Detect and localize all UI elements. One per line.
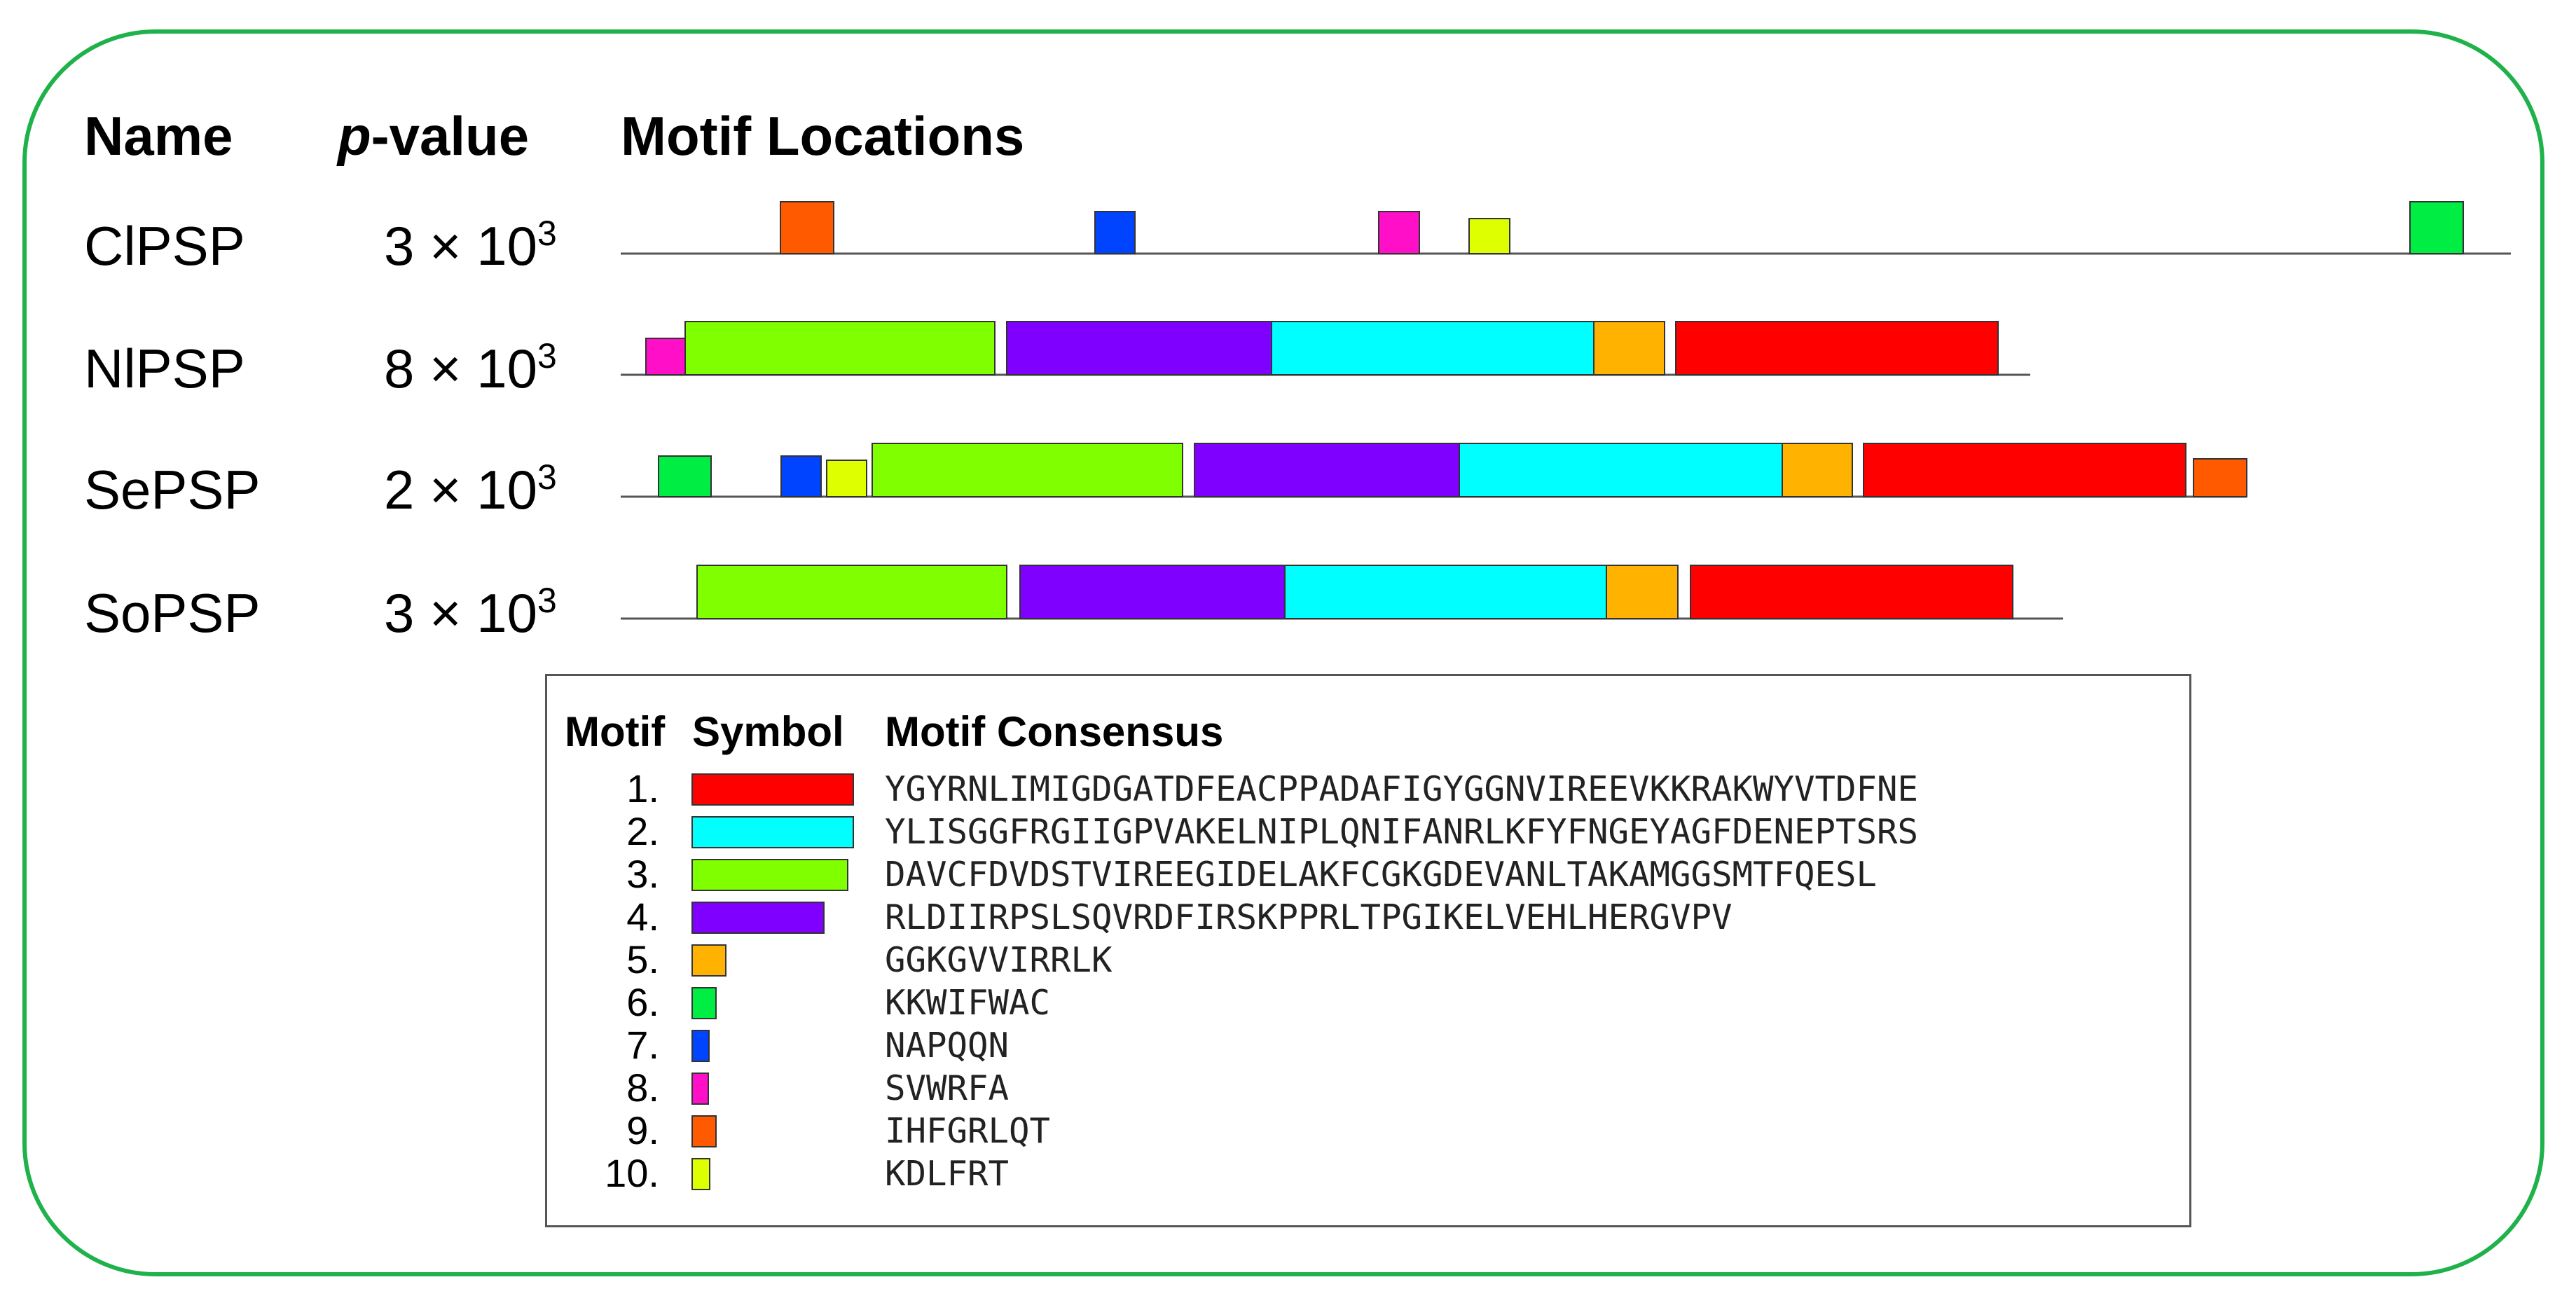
sequence-name-nlpsp: NlPSP <box>84 338 245 399</box>
legend-motif-consensus: SVWRFA <box>885 1068 1010 1108</box>
motif-5-block-nlpsp <box>1593 321 1665 375</box>
legend-motif-number: 3. <box>626 852 659 896</box>
legend-motif-number: 10. <box>605 1151 659 1195</box>
p-value-nlpsp-mantissa: 8 × 10 <box>384 338 538 399</box>
motif-9-block-sepsp <box>2193 458 2247 497</box>
motif-7-block-clpsp <box>1094 211 1136 254</box>
legend-motif-symbol <box>691 1115 717 1147</box>
p-value-sepsp-exponent: 3 <box>537 457 557 497</box>
legend-motif-number: 8. <box>626 1066 659 1110</box>
legend-motif-consensus: RLDIIRPSLSQVRDFIRSKPPRLTPGIKELVEHLHERGVP… <box>885 897 1733 937</box>
legend-motif-number: 5. <box>626 937 659 981</box>
legend-motif-symbol <box>691 1158 710 1190</box>
motif-2-block-sepsp <box>1459 443 1783 497</box>
motif-legend: Motif Symbol Motif Consensus 1. YGYRNLIMI… <box>545 674 2191 1227</box>
motif-5-block-sopsp <box>1606 565 1679 619</box>
p-value-clpsp-mantissa: 3 × 10 <box>384 215 538 277</box>
legend-motif-consensus: KDLFRT <box>885 1154 1010 1194</box>
motif-4-block-sepsp <box>1194 443 1460 497</box>
legend-motif-consensus: IHFGRLQT <box>885 1111 1051 1151</box>
motif-10-block-sepsp <box>826 460 867 497</box>
sequence-name-sepsp: SePSP <box>84 459 261 520</box>
header-p-rest: -value <box>371 105 530 167</box>
motif-7-block-sepsp <box>780 455 822 497</box>
legend-motif-consensus: YLISGGFRGIIGPVAKELNIPLQNIFANRLKFYFNGEYAG… <box>885 812 1919 852</box>
motif-1-block-sopsp <box>1690 565 2013 619</box>
legend-header-motif: Motif <box>565 708 666 755</box>
p-value-nlpsp: 8 × 103 <box>384 338 557 399</box>
legend-motif-consensus: KKWIFWAC <box>885 983 1051 1023</box>
motif-3-block-sopsp <box>696 565 1007 619</box>
legend-motif-consensus: YGYRNLIMIGDGATDFEACPPADAFIGYGGNVIREEVKKR… <box>885 769 1919 809</box>
legend-header-symbol: Symbol <box>692 708 844 755</box>
legend-motif-consensus: GGKGVVIRRLK <box>885 940 1113 980</box>
legend-motif-number: 9. <box>626 1108 659 1152</box>
motif-6-block-sepsp <box>658 455 712 497</box>
motif-3-block-nlpsp <box>684 321 996 375</box>
legend-motif-symbol <box>691 1073 709 1105</box>
legend-motif-symbol <box>691 987 717 1019</box>
legend-motif-symbol <box>691 859 848 891</box>
legend-motif-number: 1. <box>626 766 659 811</box>
legend-motif-symbol <box>691 773 854 806</box>
motif-4-block-nlpsp <box>1006 321 1272 375</box>
p-value-sopsp-exponent: 3 <box>537 581 557 620</box>
header-motif-locations: Motif Locations <box>621 105 1025 167</box>
legend-motif-symbol <box>691 902 825 934</box>
motif-6-block-clpsp <box>2409 201 2464 254</box>
motif-8-block-nlpsp <box>645 338 686 375</box>
p-value-sepsp: 2 × 103 <box>384 459 557 520</box>
motif-1-block-sepsp <box>1863 443 2186 497</box>
legend-header-consensus: Motif Consensus <box>885 708 1224 755</box>
legend-motif-number: 4. <box>626 895 659 939</box>
legend-motif-number: 6. <box>626 980 659 1024</box>
header-name: Name <box>84 105 233 167</box>
header-p-italic: p <box>338 105 371 167</box>
p-value-clpsp-exponent: 3 <box>537 214 557 253</box>
sequence-name-sopsp: SoPSP <box>84 582 261 644</box>
motif-location-tracks <box>621 201 2511 620</box>
p-value-sopsp: 3 × 103 <box>384 583 557 640</box>
legend-motif-consensus: DAVCFDVDSTVIREEGIDELAKFCGKGDEVANLTAKAMGG… <box>885 855 1878 895</box>
motif-5-block-sepsp <box>1782 443 1853 497</box>
p-value-sepsp-mantissa: 2 × 10 <box>384 459 538 520</box>
legend-motif-consensus: NAPQQN <box>885 1026 1010 1066</box>
motif-4-block-sopsp <box>1019 565 1286 619</box>
p-value-sopsp-mantissa: 3 × 10 <box>384 582 538 644</box>
legend-motif-symbol <box>691 1030 710 1062</box>
motif-2-block-sopsp <box>1284 565 1607 619</box>
figure-frame <box>22 29 2544 1276</box>
header-p-value: p-value <box>338 109 529 163</box>
motif-3-block-sepsp <box>872 443 1183 497</box>
motif-9-block-clpsp <box>780 201 834 254</box>
sequence-name-clpsp: ClPSP <box>84 215 245 277</box>
p-value-nlpsp-exponent: 3 <box>537 336 557 375</box>
legend-motif-symbol <box>691 816 854 848</box>
p-value-clpsp: 3 × 103 <box>384 216 557 273</box>
motif-10-block-clpsp <box>1468 218 1510 254</box>
legend-motif-number: 2. <box>626 809 659 853</box>
motif-8-block-clpsp <box>1378 211 1420 254</box>
legend-motif-symbol <box>691 944 726 977</box>
legend-motif-number: 7. <box>626 1023 659 1067</box>
motif-2-block-nlpsp <box>1271 321 1594 375</box>
motif-1-block-nlpsp <box>1675 321 1999 375</box>
